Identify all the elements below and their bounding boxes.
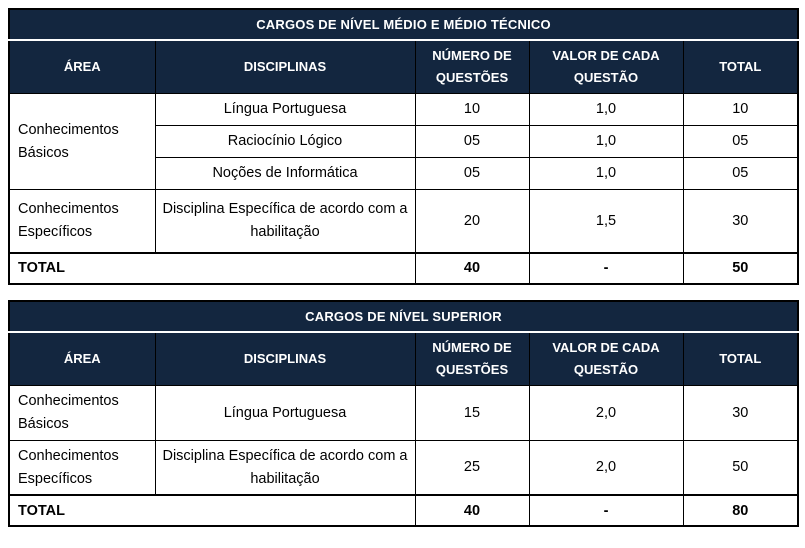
column-header-area: ÁREA bbox=[8, 331, 156, 386]
cell-total: 50 bbox=[682, 439, 799, 496]
cell-disciplina: Disciplina Específica de acordo com a ha… bbox=[154, 439, 416, 496]
cell-total-label: TOTAL bbox=[8, 494, 416, 527]
column-header-numero-questoes: NÚMERO DE QUESTÕES bbox=[414, 39, 530, 95]
cell-area: Conhecimentos Básicos bbox=[8, 93, 156, 191]
cell-disciplina: Noções de Informática bbox=[154, 157, 416, 191]
column-header-disciplinas: DISCIPLINAS bbox=[154, 39, 416, 95]
cell-valor-questao: 1,5 bbox=[528, 189, 684, 254]
table-cargos-nivel-superior: CARGOS DE NÍVEL SUPERIOR ÁREA DISCIPLINA… bbox=[8, 299, 800, 528]
cell-area: Conhecimentos Básicos bbox=[8, 384, 156, 441]
total-row: TOTAL 40 - 80 bbox=[8, 494, 799, 527]
cell-total-sum: 80 bbox=[682, 494, 799, 527]
cell-total: 10 bbox=[682, 93, 799, 127]
column-header-valor-questao: VALOR DE CADA QUESTÃO bbox=[528, 331, 684, 386]
table-title: CARGOS DE NÍVEL SUPERIOR bbox=[8, 300, 799, 333]
cell-total-label: TOTAL bbox=[8, 251, 416, 285]
column-header-area: ÁREA bbox=[8, 39, 156, 95]
column-header-total: TOTAL bbox=[682, 39, 799, 95]
cell-total-num-questoes: 40 bbox=[414, 494, 530, 527]
cell-num-questoes: 25 bbox=[414, 439, 530, 496]
cell-num-questoes: 05 bbox=[414, 157, 530, 191]
cell-num-questoes: 20 bbox=[414, 189, 530, 254]
table-row: Raciocínio Lógico 05 1,0 05 bbox=[9, 125, 799, 159]
cell-disciplina: Língua Portuguesa bbox=[154, 384, 416, 441]
cell-num-questoes: 15 bbox=[414, 384, 530, 441]
cell-valor-questao: 1,0 bbox=[528, 157, 684, 191]
table-row: Conhecimentos Específicos Disciplina Esp… bbox=[8, 439, 799, 496]
table-row: Conhecimentos Básicos Língua Portuguesa … bbox=[8, 93, 799, 191]
cell-total: 05 bbox=[682, 157, 799, 191]
cell-total-valor-questao: - bbox=[528, 494, 684, 527]
cell-total-sum: 50 bbox=[682, 251, 799, 285]
cell-area: Conhecimentos Específicos bbox=[8, 189, 156, 254]
cell-total: 30 bbox=[682, 384, 799, 441]
table-title: CARGOS DE NÍVEL MÉDIO E MÉDIO TÉCNICO bbox=[8, 8, 799, 41]
cell-valor-questao: 2,0 bbox=[528, 439, 684, 496]
table-row: Noções de Informática 05 1,0 05 bbox=[9, 157, 799, 191]
cell-num-questoes: 10 bbox=[414, 93, 530, 127]
cell-valor-questao: 1,0 bbox=[528, 93, 684, 127]
column-header-numero-questoes: NÚMERO DE QUESTÕES bbox=[414, 331, 530, 386]
cell-total-num-questoes: 40 bbox=[414, 251, 530, 285]
total-row: TOTAL 40 - 50 bbox=[8, 251, 799, 285]
cell-total: 30 bbox=[682, 189, 799, 254]
cell-disciplina: Disciplina Específica de acordo com a ha… bbox=[154, 189, 416, 254]
table-row: Conhecimentos Básicos Língua Portuguesa … bbox=[8, 384, 799, 441]
table-row: Conhecimentos Específicos Disciplina Esp… bbox=[8, 189, 799, 254]
cell-disciplina: Língua Portuguesa bbox=[154, 93, 416, 127]
cell-total: 05 bbox=[682, 125, 799, 159]
table-cargos-nivel-medio: CARGOS DE NÍVEL MÉDIO E MÉDIO TÉCNICO ÁR… bbox=[8, 8, 800, 285]
column-header-total: TOTAL bbox=[682, 331, 799, 386]
cell-valor-questao: 1,0 bbox=[528, 125, 684, 159]
column-header-disciplinas: DISCIPLINAS bbox=[154, 331, 416, 386]
cell-num-questoes: 05 bbox=[414, 125, 530, 159]
column-header-valor-questao: VALOR DE CADA QUESTÃO bbox=[528, 39, 684, 95]
cell-disciplina: Raciocínio Lógico bbox=[154, 125, 416, 159]
cell-total-valor-questao: - bbox=[528, 251, 684, 285]
cell-valor-questao: 2,0 bbox=[528, 384, 684, 441]
cell-area: Conhecimentos Específicos bbox=[8, 439, 156, 496]
